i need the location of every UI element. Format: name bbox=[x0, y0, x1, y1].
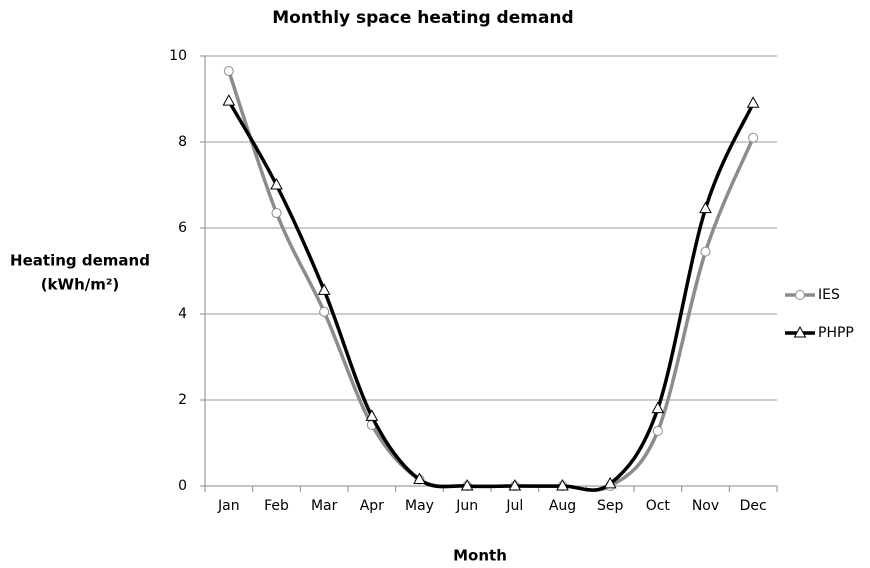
point bbox=[556, 478, 569, 491]
x-tick-label: Jan bbox=[217, 498, 240, 514]
point bbox=[699, 201, 712, 214]
y-tick-label: 0 bbox=[178, 478, 187, 494]
x-tick-label: Mar bbox=[311, 498, 338, 514]
x-tick-label: Sep bbox=[597, 498, 624, 514]
legend-label: IES bbox=[818, 287, 840, 303]
series-line bbox=[227, 70, 755, 492]
point bbox=[746, 96, 760, 108]
y-tick-label: 6 bbox=[178, 220, 187, 236]
x-tick-label: Jul bbox=[505, 498, 523, 514]
point bbox=[223, 66, 234, 77]
y-tick-label: 2 bbox=[178, 392, 187, 408]
x-tick-label: Jun bbox=[455, 498, 478, 514]
point bbox=[317, 283, 331, 295]
x-tick-label: Feb bbox=[264, 498, 289, 514]
x-tick-label: Dec bbox=[740, 498, 767, 514]
series-line bbox=[227, 100, 755, 492]
point bbox=[460, 478, 474, 491]
legend-label: PHPP bbox=[818, 325, 854, 341]
y-tick-label: 4 bbox=[178, 306, 187, 322]
point bbox=[795, 290, 805, 300]
x-tick-label: Oct bbox=[646, 498, 671, 514]
point bbox=[603, 476, 617, 489]
point bbox=[271, 207, 282, 218]
x-tick-label: May bbox=[405, 498, 434, 514]
point bbox=[222, 94, 236, 106]
chart-title: Monthly space heating demand bbox=[272, 8, 573, 28]
point bbox=[651, 401, 665, 414]
point bbox=[748, 132, 759, 143]
x-tick-label: Apr bbox=[360, 498, 384, 514]
point bbox=[270, 177, 283, 190]
y-axis-label: Heating demand bbox=[10, 252, 150, 270]
point bbox=[793, 325, 807, 338]
point bbox=[700, 246, 711, 257]
point bbox=[413, 472, 426, 485]
y-tick-label: 8 bbox=[178, 134, 187, 150]
point bbox=[508, 478, 522, 491]
x-tick-label: Nov bbox=[692, 498, 719, 514]
point bbox=[319, 306, 330, 317]
point bbox=[365, 409, 379, 421]
y-axis-label: (kWh/m²) bbox=[41, 276, 120, 294]
x-axis-label: Month bbox=[453, 547, 507, 565]
x-tick-label: Aug bbox=[549, 498, 576, 514]
point bbox=[652, 425, 663, 436]
y-tick-label: 10 bbox=[169, 48, 187, 64]
